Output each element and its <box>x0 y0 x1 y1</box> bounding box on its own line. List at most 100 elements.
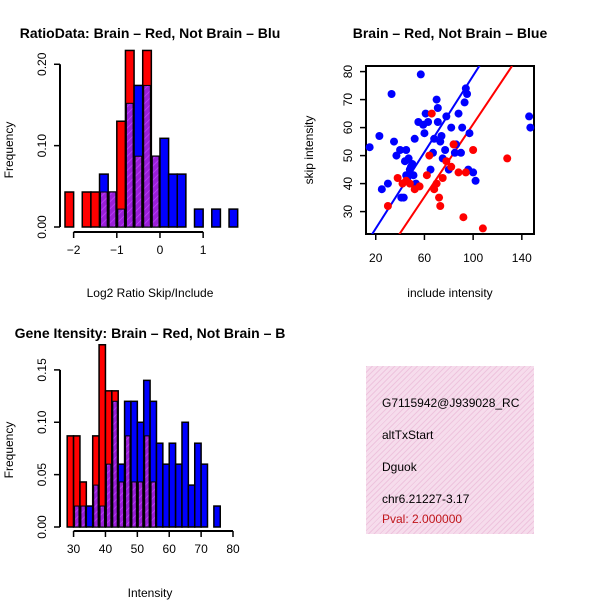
gene-x-tick-label-2: 50 <box>131 542 145 556</box>
gene-bar-5 <box>98 344 107 528</box>
scatter-point-blue-5 <box>390 137 398 146</box>
scatter-point-blue-3 <box>383 179 392 188</box>
scatter-ylabel: skip intensity <box>302 116 316 185</box>
scatter-point-blue-12 <box>402 146 411 154</box>
ratio-x-tick-label-3: 1 <box>200 243 207 257</box>
scatter-point-red-1 <box>393 174 402 182</box>
ratio-overlap-8 <box>134 155 143 228</box>
scatter-x-tick-label-0: 20 <box>369 251 383 265</box>
gene-histogram-ylabel: Frequency <box>2 422 16 479</box>
ratio-histogram: RatioData: Brain – Red, Not Brain – Blu … <box>2 25 280 300</box>
scatter-point-blue-32 <box>433 118 442 126</box>
scatter-x-tick-label-2: 100 <box>463 251 483 265</box>
scatter-y-tick-label-5: 80 <box>341 65 355 79</box>
scatter-point-red-22 <box>478 224 487 233</box>
scatter-y-tick-label-1: 40 <box>341 177 355 191</box>
scatter-point-blue-1 <box>375 132 384 140</box>
scatter-point-blue-29 <box>430 134 439 143</box>
scatter-point-blue-48 <box>463 90 472 98</box>
gene-y-tick-label-0: 0.00 <box>35 515 49 539</box>
scatter-y-tick-label-3: 60 <box>341 121 355 135</box>
scatter-point-red-20 <box>461 168 470 177</box>
scatter-point-blue-7 <box>396 146 405 154</box>
scatter-point-red-19 <box>459 213 468 222</box>
ratio-y-tick-label-1: 0.10 <box>35 134 49 158</box>
ratio-bar-12 <box>167 173 178 228</box>
ratio-overlap-6 <box>117 208 125 228</box>
scatter-point-blue-4 <box>387 90 396 98</box>
scatter-xlabel: include intensity <box>407 286 492 300</box>
gene-y-tick-label-3: 0.15 <box>35 358 49 382</box>
gene-overlap-11 <box>137 481 144 528</box>
ratio-bar-0 <box>64 191 75 228</box>
gene-bar-3 <box>85 505 94 528</box>
ratio-bar-17 <box>211 208 222 228</box>
ratio-overlap-10 <box>151 155 160 228</box>
gene-overlap-5 <box>99 505 105 528</box>
ratio-x-tick-label-0: −2 <box>67 243 81 257</box>
probe-info-panel: G7115942@J939028_RC altTxStart Dguok chr… <box>366 366 534 534</box>
gene-overlap-2 <box>80 505 86 528</box>
scatter-point-red-12 <box>435 193 444 202</box>
gene-bar-17 <box>174 463 183 528</box>
scatter-point-blue-30 <box>432 95 441 104</box>
scatter-title: Brain – Red, Not Brain – Blue <box>353 25 548 41</box>
gene-overlap-7 <box>112 400 118 528</box>
gene-y-tick-label-1: 0.05 <box>35 463 49 487</box>
scatter-y-tick-label-0: 30 <box>341 205 355 219</box>
scatter-point-blue-25 <box>421 109 430 118</box>
gene-bar-16 <box>168 442 177 528</box>
scatter-point-red-14 <box>438 174 447 182</box>
gene-bar-23 <box>213 505 221 528</box>
scatter-point-blue-17 <box>408 160 417 168</box>
scatter-point-blue-31 <box>433 104 442 112</box>
scatter-y-tick-label-2: 50 <box>341 149 355 163</box>
ratio-y-tick-label-0: 0.00 <box>35 215 49 239</box>
scatter-point-red-15 <box>442 157 451 166</box>
event-type: altTxStart <box>382 428 434 442</box>
ratio-x-tick-label-1: −1 <box>110 243 124 257</box>
scatter-point-blue-50 <box>465 129 474 138</box>
gene-x-tick-label-1: 40 <box>99 542 113 556</box>
ratio-bar-15 <box>193 208 204 228</box>
gene-bar-14 <box>155 442 164 528</box>
scatter-point-blue-54 <box>526 123 535 132</box>
ratio-histogram-title: RatioData: Brain – Red, Not Brain – Blu <box>20 25 281 41</box>
scatter-point-blue-41 <box>450 148 459 157</box>
scatter-point-blue-43 <box>454 109 463 118</box>
gene-intensity-histogram: Gene Itensity: Brain – Red, Not Brain – … <box>2 325 285 600</box>
ratio-overlap-9 <box>143 84 151 228</box>
ratio-bar-3 <box>90 191 101 228</box>
scatter-point-red-23 <box>503 154 512 163</box>
scatter-point-blue-52 <box>471 176 480 185</box>
gene-x-tick-label-4: 70 <box>194 542 208 556</box>
ratio-histogram-ylabel: Frequency <box>2 122 16 179</box>
scatter-y-tick-label-4: 70 <box>341 93 355 107</box>
scatter-point-blue-44 <box>456 148 465 157</box>
scatter-point-red-17 <box>449 140 458 149</box>
scatter-point-red-11 <box>432 179 441 188</box>
genomic-location: chr6.21227-3.17 <box>382 492 470 506</box>
scatter-point-red-18 <box>454 168 463 177</box>
scatter-point-blue-2 <box>377 185 386 194</box>
scatter-point-blue-34 <box>437 132 446 140</box>
ratio-y-tick-label-2: 0.20 <box>35 52 49 76</box>
scatter-point-blue-46 <box>460 98 469 107</box>
gene-histogram-title: Gene Itensity: Brain – Red, Not Brain – … <box>15 325 286 341</box>
gene-bar-15 <box>162 463 170 528</box>
gene-bar-19 <box>187 484 196 528</box>
scatter-point-red-16 <box>447 162 456 171</box>
gene-bar-20 <box>193 442 202 528</box>
scatter-plot-box <box>365 65 535 235</box>
p-value: Pval: 2.000000 <box>382 512 463 526</box>
scatter-point-red-21 <box>469 146 478 154</box>
gene-name: Dguok <box>382 460 417 474</box>
scatter-point-blue-22 <box>416 70 425 79</box>
gene-x-tick-label-0: 30 <box>67 542 81 556</box>
scatter-point-blue-19 <box>410 134 419 143</box>
gene-y-tick-label-2: 0.10 <box>35 410 49 434</box>
ratio-overlap-7 <box>125 102 134 228</box>
gene-overlap-4 <box>93 484 99 528</box>
ratio-overlap-4 <box>100 191 108 228</box>
scatter-point-red-8 <box>425 151 434 160</box>
